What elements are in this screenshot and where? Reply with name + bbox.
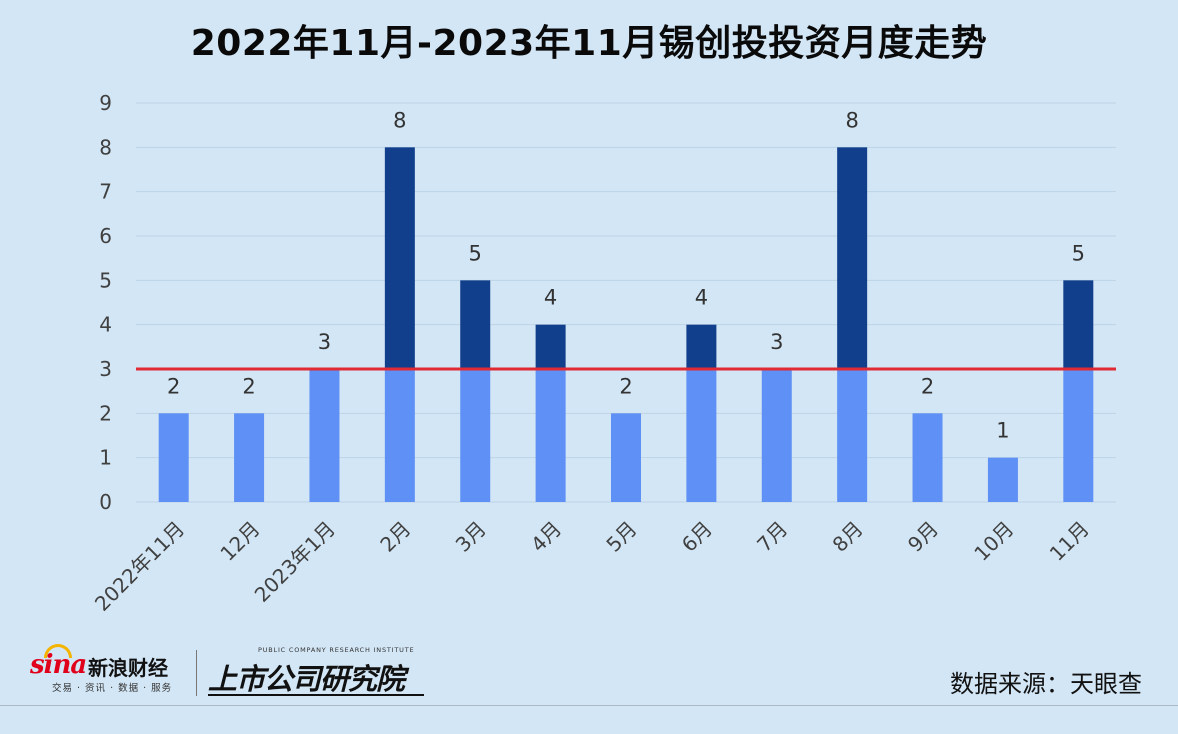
y-tick-label: 0 bbox=[99, 490, 112, 514]
research-institute-logo: PUBLIC COMPANY RESEARCH INSTITUTE 上市公司研究… bbox=[208, 646, 438, 698]
x-tick-label: 7月 bbox=[752, 517, 792, 557]
bar-segment-above-line bbox=[837, 147, 868, 369]
sina-wordmark: sina bbox=[30, 650, 87, 680]
x-tick-label: 3月 bbox=[451, 517, 491, 557]
data-label: 2 bbox=[921, 374, 934, 398]
data-label: 3 bbox=[318, 330, 331, 354]
logo-divider bbox=[196, 650, 197, 696]
bar-segment-below-line bbox=[234, 413, 265, 502]
x-tick-label: 4月 bbox=[526, 517, 566, 557]
bar-chart: 0 1 2 3 4 5 6 7 8 9 2 2022年11月 2 12月 3 2023年1月 8 2月 5 3月 4 4月… bbox=[90, 91, 1116, 616]
data-label: 5 bbox=[1072, 241, 1085, 265]
bar-segment-below-line bbox=[987, 457, 1018, 502]
x-tick-label: 2022年11月 bbox=[90, 517, 189, 616]
x-tick-label: 6月 bbox=[677, 517, 717, 557]
institute-english-name: PUBLIC COMPANY RESEARCH INSTITUTE bbox=[258, 646, 415, 654]
bar-segment-below-line bbox=[460, 369, 491, 502]
sina-eye-icon bbox=[44, 644, 72, 658]
bar-segment-below-line bbox=[1063, 369, 1094, 502]
bar-segment-below-line bbox=[611, 413, 641, 502]
y-tick-label: 3 bbox=[99, 357, 112, 381]
bar-segment-below-line bbox=[912, 413, 943, 502]
bar-segment-below-line bbox=[761, 369, 792, 502]
data-source: 数据来源：天眼查 bbox=[950, 670, 1142, 698]
bar-segment-above-line bbox=[1063, 280, 1094, 369]
data-label: 5 bbox=[469, 241, 482, 265]
x-tick-label: 2023年1月 bbox=[250, 517, 340, 607]
y-tick-label: 4 bbox=[99, 313, 112, 337]
data-label: 4 bbox=[695, 286, 708, 310]
data-label: 2 bbox=[167, 374, 180, 398]
bar-segment-below-line bbox=[158, 413, 189, 502]
x-tick-label: 5月 bbox=[601, 517, 641, 557]
x-tick-label: 9月 bbox=[903, 517, 943, 557]
bar-segment-below-line bbox=[686, 369, 717, 502]
footer-divider bbox=[0, 705, 1178, 706]
x-tick-label: 10月 bbox=[969, 517, 1018, 566]
bar-segment-above-line bbox=[535, 324, 566, 369]
bar-segment-below-line bbox=[384, 369, 415, 502]
y-tick-label: 9 bbox=[99, 91, 112, 115]
bar-segment-above-line bbox=[384, 147, 415, 369]
data-label: 4 bbox=[544, 286, 557, 310]
y-tick-label: 7 bbox=[99, 180, 112, 204]
sina-finance-name: 新浪财经 bbox=[88, 656, 168, 680]
bar-segment-above-line bbox=[686, 324, 717, 369]
y-tick-label: 6 bbox=[99, 224, 112, 248]
chart-title: 2022年11月-2023年11月锡创投投资月度走势 bbox=[190, 23, 988, 64]
y-tick-label: 5 bbox=[99, 268, 112, 292]
institute-underline bbox=[208, 694, 424, 696]
data-label: 3 bbox=[770, 330, 783, 354]
bar-segment-below-line bbox=[837, 369, 868, 502]
x-tick-label: 8月 bbox=[828, 517, 868, 557]
bar-segment-below-line bbox=[309, 369, 340, 502]
data-label: 8 bbox=[845, 108, 858, 132]
data-label: 8 bbox=[393, 108, 406, 132]
data-label: 2 bbox=[619, 374, 632, 398]
sina-finance-tagline: 交易 · 资讯 · 数据 · 服务 bbox=[52, 683, 173, 694]
y-tick-label: 8 bbox=[99, 135, 112, 159]
x-tick-label: 12月 bbox=[216, 517, 265, 566]
x-tick-label: 11月 bbox=[1045, 517, 1094, 566]
data-label: 1 bbox=[996, 419, 1009, 443]
data-label: 2 bbox=[242, 374, 255, 398]
institute-chinese-name: 上市公司研究院 bbox=[208, 662, 405, 696]
bar-segment-above-line bbox=[460, 280, 491, 369]
y-tick-label: 2 bbox=[99, 401, 112, 425]
x-tick-label: 2月 bbox=[375, 517, 415, 557]
y-tick-label: 1 bbox=[99, 446, 112, 470]
sina-finance-logo: sina 新浪财经 交易 · 资讯 · 数据 · 服务 bbox=[30, 644, 190, 696]
bar-segment-below-line bbox=[535, 369, 566, 502]
